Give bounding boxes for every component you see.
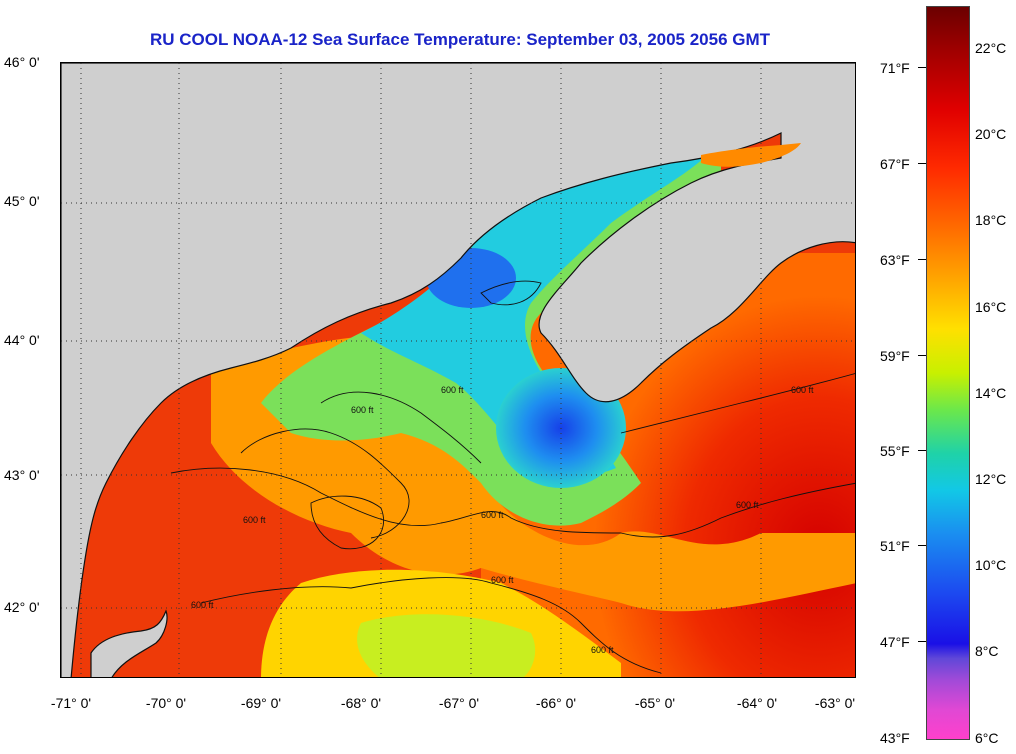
fahrenheit-label: 55°F <box>880 443 910 459</box>
fahrenheit-label: 51°F <box>880 538 910 554</box>
celsius-label: 22°C <box>975 40 1007 56</box>
contour-labels: 600 ft 600 ft 600 ft 600 ft 600 ft 600 f… <box>191 385 814 655</box>
fahrenheit-label: 47°F <box>880 634 910 650</box>
longitude-label: -70° 0' <box>145 695 187 711</box>
colorbar-tick <box>918 163 926 164</box>
colorbar-tick <box>918 67 926 68</box>
celsius-label: 8°C <box>975 643 999 659</box>
longitude-label: -64° 0' <box>736 695 778 711</box>
celsius-label: 6°C <box>975 730 999 746</box>
celsius-label: 16°C <box>975 299 1007 315</box>
contour-label: 600 ft <box>191 600 214 610</box>
fundy-head-water <box>701 143 801 167</box>
celsius-label: 12°C <box>975 471 1007 487</box>
contour-label: 600 ft <box>481 510 504 520</box>
colorbar-tick <box>918 545 926 546</box>
longitude-label: -65° 0' <box>634 695 676 711</box>
longitude-label: -69° 0' <box>240 695 282 711</box>
contour-label: 600 ft <box>243 515 266 525</box>
latitude-label: 42° 0' <box>4 599 40 615</box>
longitude-label: -67° 0' <box>438 695 480 711</box>
celsius-label: 18°C <box>975 212 1007 228</box>
map-title: RU COOL NOAA-12 Sea Surface Temperature:… <box>149 30 771 49</box>
colorbar-tick <box>918 641 926 642</box>
celsius-label: 20°C <box>975 126 1007 142</box>
celsius-label: 10°C <box>975 557 1007 573</box>
latitude-label: 44° 0' <box>4 332 40 348</box>
temperature-colorbar <box>926 6 970 740</box>
sst-map-canvas: 600 ft 600 ft 600 ft 600 ft 600 ft 600 f… <box>61 63 855 677</box>
longitude-label: -68° 0' <box>340 695 382 711</box>
fahrenheit-label: 63°F <box>880 252 910 268</box>
contour-label: 600 ft <box>491 575 514 585</box>
fahrenheit-label: 67°F <box>880 156 910 172</box>
celsius-label: 14°C <box>975 385 1007 401</box>
contour-label: 600 ft <box>736 500 759 510</box>
latitude-label: 43° 0' <box>4 467 40 483</box>
longitude-label: -66° 0' <box>535 695 577 711</box>
contour-label: 600 ft <box>351 405 374 415</box>
cape-cod <box>90 609 168 677</box>
colorbar-tick <box>918 450 926 451</box>
contour-label: 600 ft <box>791 385 814 395</box>
colorbar-tick <box>918 355 926 356</box>
sst-map[interactable]: 600 ft 600 ft 600 ft 600 ft 600 ft 600 f… <box>60 62 856 678</box>
contour-label: 600 ft <box>591 645 614 655</box>
longitude-label: -63° 0' <box>814 695 856 711</box>
green-south-patch <box>357 614 536 677</box>
contour-label: 600 ft <box>441 385 464 395</box>
depth-contours <box>170 280 855 674</box>
colorbar-tick <box>918 259 926 260</box>
fahrenheit-label: 71°F <box>880 60 910 76</box>
latitude-label: 45° 0' <box>4 193 40 209</box>
land-mass <box>61 63 855 677</box>
fahrenheit-label: 59°F <box>880 348 910 364</box>
latitude-label: 46° 0' <box>4 54 40 70</box>
fahrenheit-label: 43°F <box>880 730 910 746</box>
longitude-label: -71° 0' <box>50 695 92 711</box>
